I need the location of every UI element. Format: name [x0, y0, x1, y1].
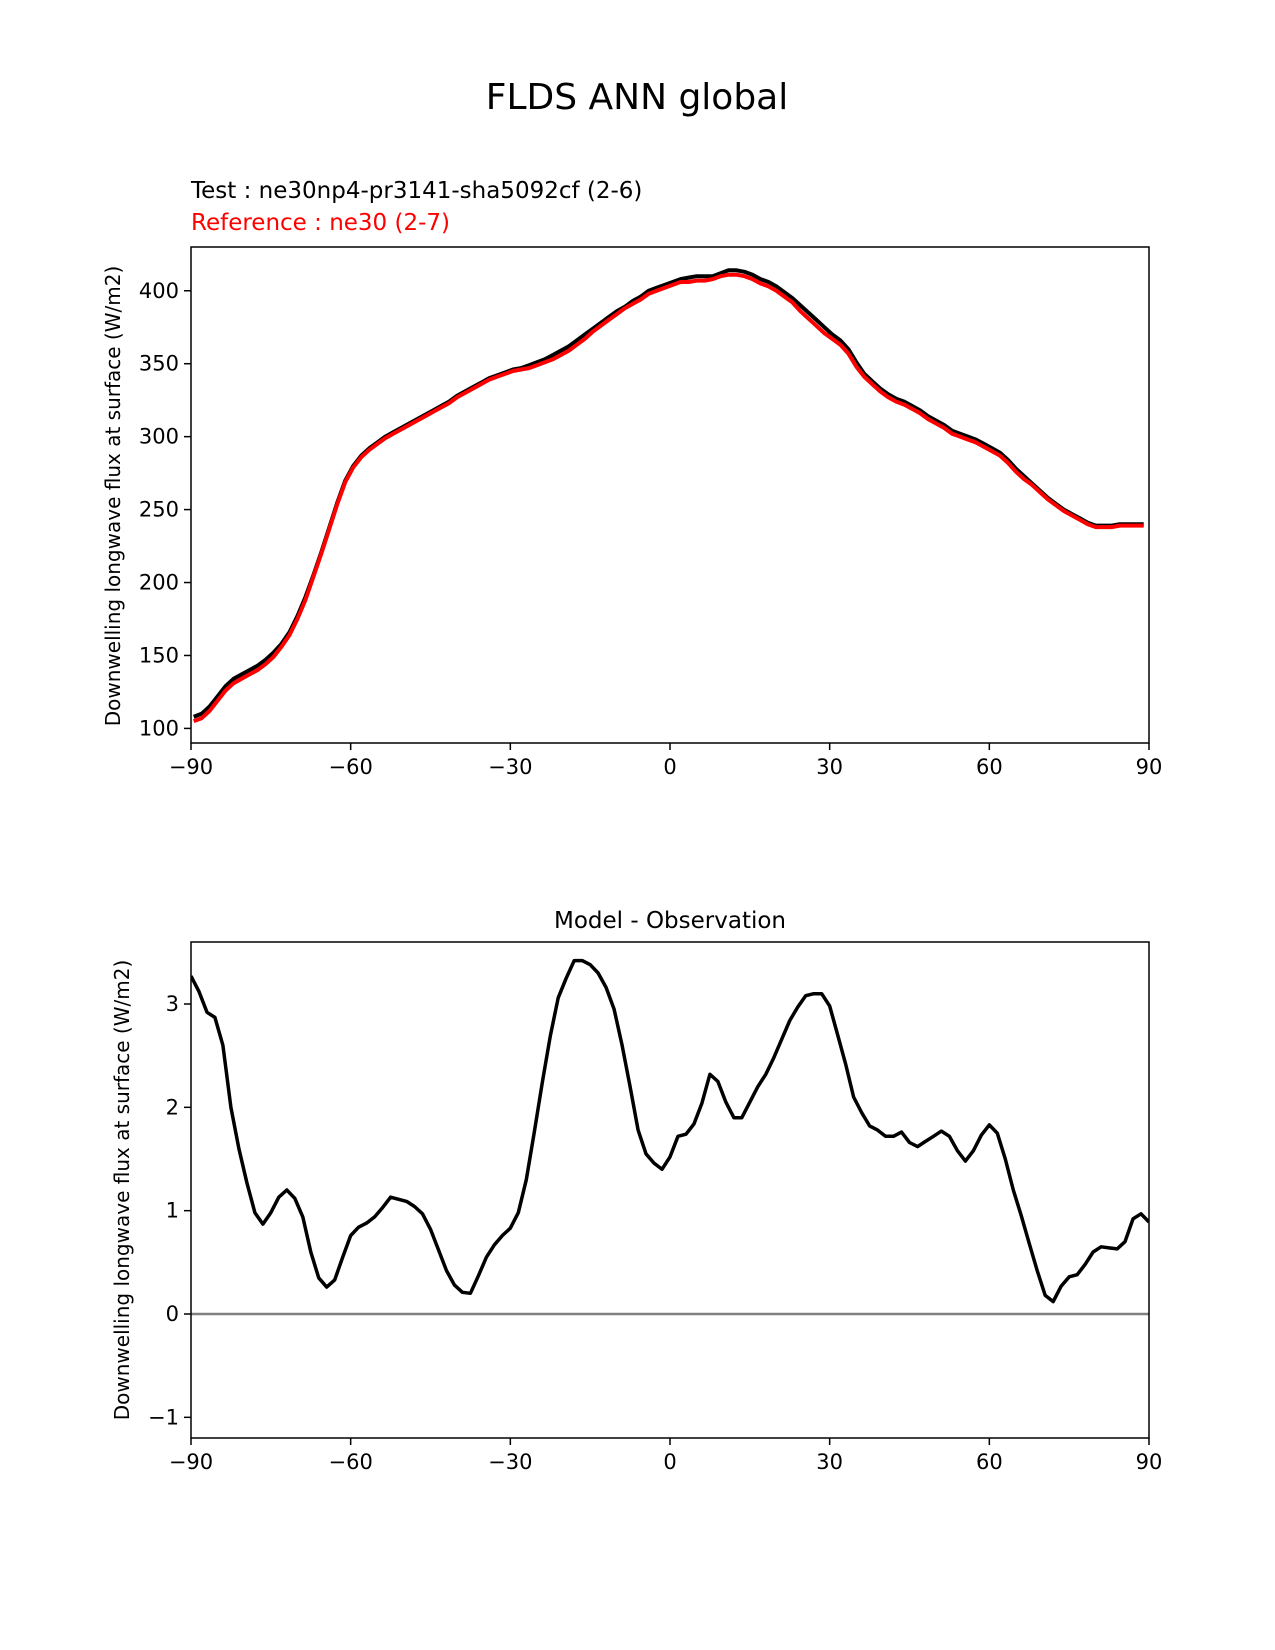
bottom-plot-title: Model - Observation: [554, 908, 786, 934]
bottom-y-tick-label: 0: [166, 1302, 179, 1326]
top-series-test: [193, 268, 1144, 719]
bottom-x-tick-label: −90: [169, 1450, 213, 1474]
top-y-tick-label: 150: [139, 643, 179, 667]
top-x-tick-label: −60: [329, 755, 373, 779]
top-y-tick-label: 200: [139, 571, 179, 595]
top-y-tick-label: 300: [139, 425, 179, 449]
bottom-panel: Model - Observation Downwelling longwave…: [110, 908, 1162, 1474]
bottom-series-model-observation: [191, 958, 1149, 1304]
reference-label: Reference : ne30 (2-7): [191, 210, 450, 236]
top-panel: Test : ne30np4-pr3141-sha5092cf (2-6) Re…: [101, 178, 1162, 779]
top-x-tick-label: 60: [976, 755, 1003, 779]
bottom-x-tick-label: −30: [488, 1450, 532, 1474]
top-x-tick-label: −90: [169, 755, 213, 779]
bottom-y-tick-label: 1: [166, 1199, 179, 1223]
top-x-tick-label: 0: [663, 755, 676, 779]
top-y-tick-label: 250: [139, 498, 179, 522]
test-label: Test : ne30np4-pr3141-sha5092cf (2-6): [190, 178, 642, 204]
bottom-y-tick-label: 2: [166, 1095, 179, 1119]
figure-title: FLDS ANN global: [486, 77, 789, 118]
bottom-x-tick-label: −60: [329, 1450, 373, 1474]
top-series-reference: [193, 272, 1144, 723]
top-y-tick-label: 100: [139, 716, 179, 740]
bottom-x-tick-label: 30: [816, 1450, 843, 1474]
top-y-axis-label: Downwelling longwave flux at surface (W/…: [101, 266, 125, 727]
bottom-y-axis-label: Downwelling longwave flux at surface (W/…: [110, 960, 134, 1421]
bottom-y-tick-label: 3: [166, 992, 179, 1016]
top-y-tick-label: 400: [139, 279, 179, 303]
bottom-x-tick-label: 90: [1136, 1450, 1163, 1474]
bottom-y-tick-label: −1: [148, 1405, 179, 1429]
top-plot-frame: [190, 246, 1150, 744]
top-x-tick-label: 30: [816, 755, 843, 779]
bottom-plot-frame: [190, 941, 1150, 1439]
top-x-tick-label: 90: [1136, 755, 1163, 779]
top-y-tick-label: 350: [139, 352, 179, 376]
bottom-x-tick-label: 60: [976, 1450, 1003, 1474]
bottom-x-tick-label: 0: [663, 1450, 676, 1474]
top-x-tick-label: −30: [488, 755, 532, 779]
